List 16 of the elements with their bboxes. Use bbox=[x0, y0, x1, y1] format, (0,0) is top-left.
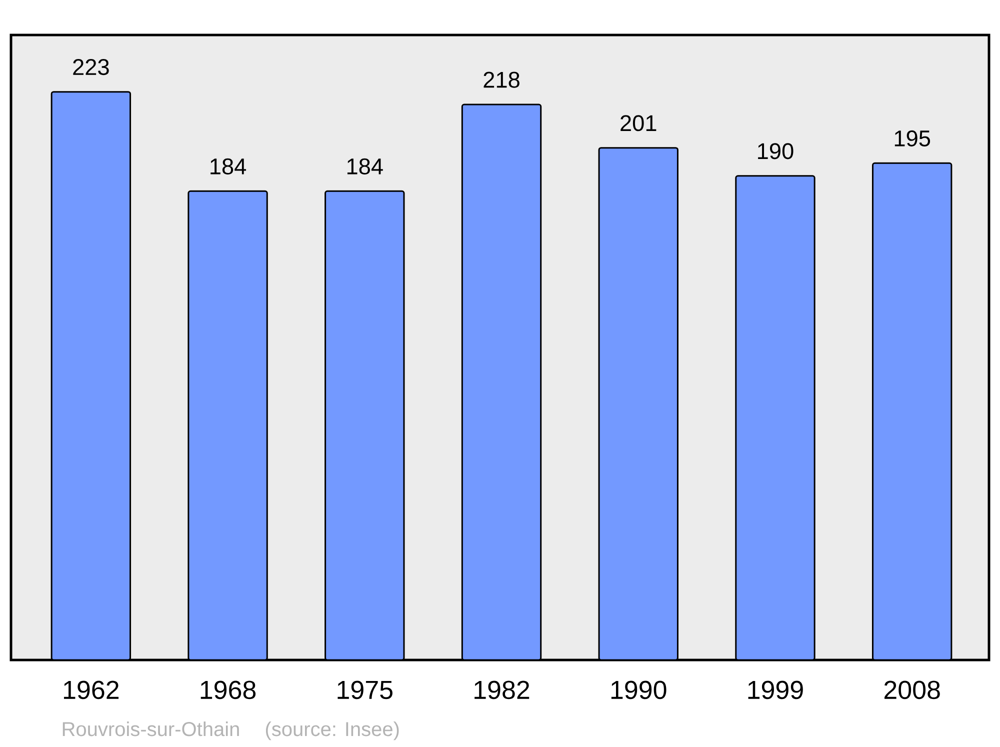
data-label: 184 bbox=[210, 158, 246, 174]
data-label: 184 bbox=[347, 158, 383, 174]
data-label: 201 bbox=[620, 115, 656, 132]
x-tick-label: 2008 bbox=[884, 680, 940, 700]
x-tick-label: 1962 bbox=[64, 680, 119, 700]
x-tick-label: 1990 bbox=[611, 680, 666, 700]
data-label: 223 bbox=[73, 59, 109, 76]
text: (source: Insee) bbox=[266, 722, 399, 740]
x-tick-label: 1999 bbox=[748, 680, 803, 700]
x-tick-label: 1982 bbox=[474, 680, 530, 700]
x-tick-label: 1975 bbox=[338, 680, 392, 700]
text: Rouvrois-sur-Othain bbox=[62, 722, 239, 736]
x-tick-label: 1968 bbox=[200, 680, 256, 700]
data-label: 195 bbox=[894, 130, 930, 146]
data-label: 190 bbox=[758, 143, 794, 160]
data-label: 218 bbox=[484, 72, 520, 88]
